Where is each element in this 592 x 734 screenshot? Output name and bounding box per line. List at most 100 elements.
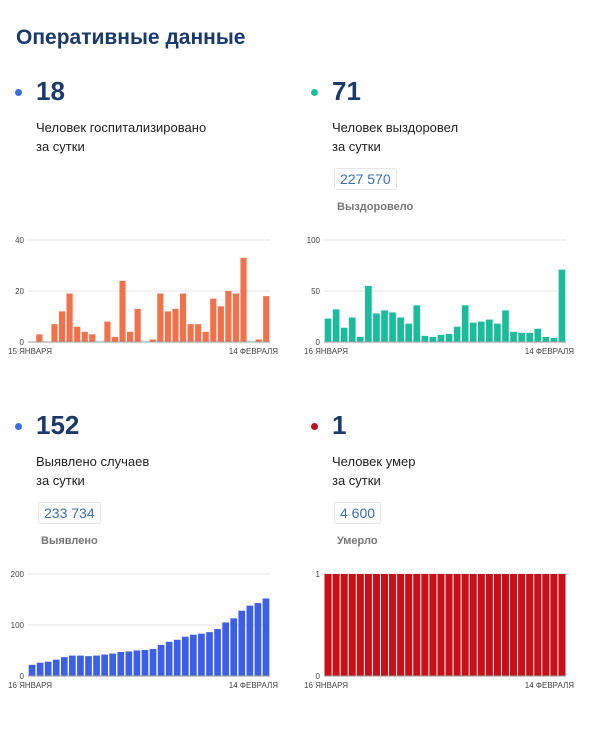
bar [453, 326, 461, 342]
bar [85, 656, 92, 676]
bar [109, 653, 117, 676]
bar [469, 322, 477, 342]
detected-total-label: Выявлено [41, 535, 98, 547]
deaths-caption-line1: Человек умер [332, 454, 416, 469]
bar [501, 574, 510, 676]
bar [141, 649, 149, 676]
bar [389, 312, 396, 342]
bar [372, 574, 380, 676]
hospitalized-caption: Человек госпитализировано за сутки [36, 118, 266, 156]
bar [397, 317, 404, 342]
bar [119, 280, 126, 342]
bar [51, 324, 58, 342]
bar [437, 334, 445, 342]
x-end-label: 14 ФЕВРАЛЯ [525, 681, 574, 690]
x-start-label: 16 ЯНВАРЯ [304, 347, 348, 356]
bar [195, 324, 202, 342]
y-tick-label: 0 [20, 672, 25, 681]
bar [405, 323, 413, 342]
bar [381, 310, 388, 342]
x-start-label: 15 ЯНВАРЯ [8, 347, 52, 356]
bar [230, 618, 238, 676]
x-end-label: 14 ФЕВРАЛЯ [229, 347, 278, 356]
bar [157, 644, 165, 676]
bar [262, 598, 270, 676]
bar [111, 336, 119, 342]
hospitalized-caption-line1: Человек госпитализировано [36, 120, 207, 135]
bar [157, 293, 164, 342]
bar [348, 574, 356, 676]
y-tick-label: 100 [11, 621, 25, 630]
bar [526, 332, 534, 342]
bar [149, 648, 157, 676]
bar [77, 655, 84, 676]
recovered-value: 71 [332, 76, 361, 106]
deaths-dot-icon [311, 423, 318, 430]
bar [222, 622, 229, 676]
x-start-label: 16 ЯНВАРЯ [304, 681, 348, 690]
bar [254, 603, 262, 676]
bar [89, 334, 96, 342]
bar [502, 310, 509, 342]
bar [127, 331, 134, 342]
bar [486, 319, 493, 342]
bar [461, 574, 469, 676]
bar [477, 321, 485, 342]
bar [60, 657, 68, 676]
bar [93, 655, 100, 676]
recovered-total: 227 570 [334, 168, 397, 190]
bar [365, 285, 372, 342]
bar [134, 308, 141, 342]
bar [225, 291, 232, 342]
hospitalized-chart: 0 20 40 15 ЯНВАРЯ 14 ФЕВРАЛЯ [8, 236, 278, 356]
bar [429, 336, 437, 342]
detected-caption-line2: за сутки [36, 473, 85, 488]
panel-hospitalized: 18 Человек госпитализировано за сутки 0 2… [8, 70, 288, 400]
recovered-caption: Человек выздоровел за сутки [332, 118, 562, 156]
deaths-value: 1 [332, 410, 347, 440]
bar [214, 629, 221, 676]
bar [52, 659, 60, 676]
y-tick-label: 100 [307, 236, 321, 245]
bar [469, 574, 477, 676]
deaths-chart: 0 1 16 ЯНВАРЯ 14 ФЕВРАЛЯ [304, 570, 574, 690]
bar [421, 574, 429, 676]
bar [217, 306, 224, 342]
bar [58, 311, 66, 342]
bar [558, 269, 566, 342]
bar [493, 574, 501, 676]
bar [332, 574, 340, 676]
bar [165, 641, 173, 676]
bar [198, 633, 205, 676]
bar [550, 574, 558, 676]
bar [246, 605, 254, 676]
detected-total: 233 734 [38, 502, 101, 524]
x-start-label: 16 ЯНВАРЯ [8, 681, 52, 690]
recovered-dot-icon [311, 89, 318, 96]
detected-caption-line1: Выявлено случаев [36, 454, 150, 469]
bar [240, 257, 247, 342]
bar [340, 327, 348, 342]
bar [238, 610, 246, 676]
panel-detected: 152 Выявлено случаев за сутки 233 734 Вы… [8, 404, 288, 734]
bar [28, 664, 36, 676]
bar [542, 574, 550, 676]
deaths-caption: Человек умер за сутки [332, 452, 562, 490]
bar [101, 654, 108, 676]
bar [437, 574, 445, 676]
detected-value: 152 [36, 410, 80, 440]
y-tick-label: 0 [316, 338, 321, 347]
bar [181, 636, 189, 676]
bar [364, 574, 372, 676]
bar [187, 324, 194, 342]
bar [133, 650, 141, 676]
page-title: Оперативные данные [16, 26, 246, 49]
y-tick-label: 40 [15, 236, 24, 245]
bar [173, 639, 181, 676]
bar [518, 332, 525, 342]
bar [485, 574, 493, 676]
bar [125, 651, 133, 676]
bar [324, 574, 332, 676]
hospitalized-caption-line2: за сутки [36, 139, 85, 154]
bar [164, 311, 171, 342]
